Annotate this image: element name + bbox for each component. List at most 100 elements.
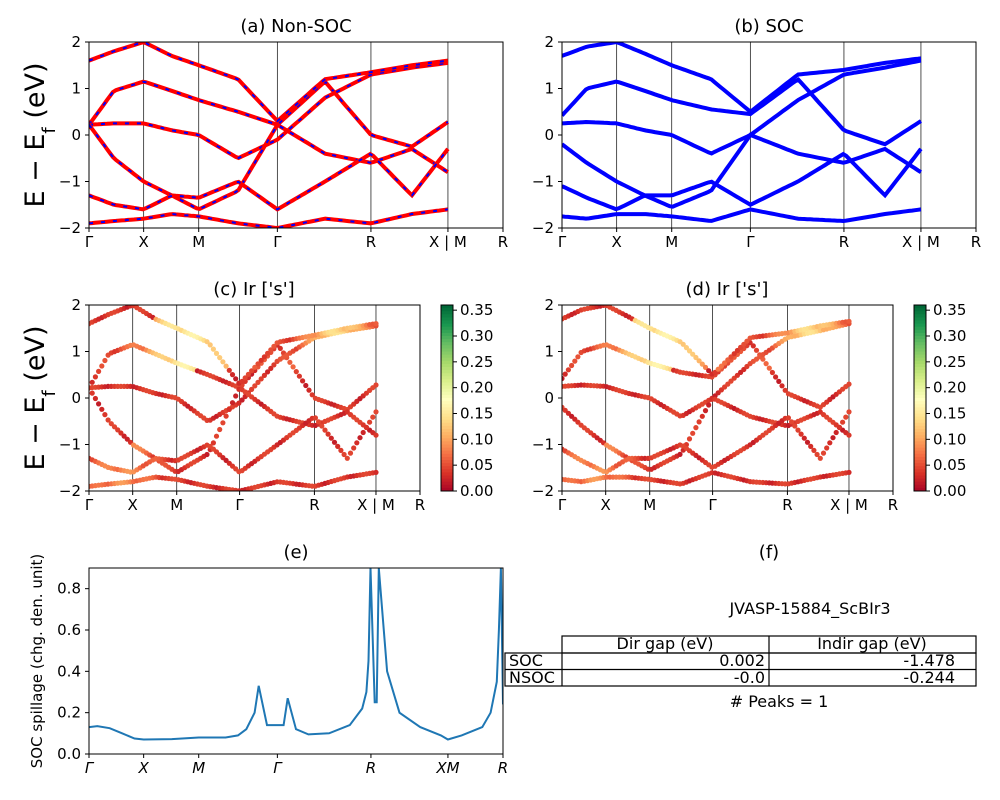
band-line-dash	[89, 80, 449, 148]
band-point	[824, 445, 830, 451]
y-tick-label: −1	[59, 173, 81, 191]
band-point	[702, 408, 709, 414]
band-point	[220, 420, 226, 426]
x-tick-label: M	[192, 233, 205, 251]
band-point	[102, 357, 108, 364]
band-point	[846, 409, 852, 415]
y-tick-label: −2	[59, 482, 81, 500]
band-point	[811, 447, 817, 453]
colorbar-segment	[441, 450, 453, 455]
x-tick-label: X | M	[429, 233, 467, 251]
x-tick-label: X	[612, 233, 622, 251]
table-caption: JVASP-15884_ScBIr3	[728, 599, 890, 619]
band-point	[712, 369, 718, 375]
colorbar-segment	[441, 438, 453, 442]
band-point	[245, 371, 251, 377]
colorbar-segment	[914, 484, 926, 489]
x-tick-label: Γ	[746, 233, 755, 251]
x-tick-label: R	[366, 759, 376, 777]
panel-b-frame	[561, 41, 977, 229]
colorbar-segment	[914, 308, 926, 312]
colorbar-segment	[441, 429, 453, 433]
band-point	[118, 430, 124, 436]
colorbar-tick-label: 0.20	[933, 379, 966, 397]
band-point	[252, 383, 258, 389]
table-row-nsoc-label: NSOC	[509, 668, 555, 687]
table-row-soc-indir: -1.478	[903, 651, 955, 670]
colorbar-segment	[441, 354, 453, 359]
colorbar-tick-label: 0.35	[933, 301, 966, 319]
y-tick-label: 0	[544, 389, 554, 407]
y-tick-label: 2	[544, 296, 554, 314]
table-row-nsoc-dir: -0.0	[734, 668, 765, 687]
band-point	[239, 397, 245, 403]
colorbar-segment	[441, 339, 453, 343]
x-tick-label: Γ	[85, 233, 94, 251]
band-point	[108, 421, 114, 427]
band-point	[296, 373, 302, 379]
x-tick-label: X	[138, 759, 150, 777]
colorbar-segment	[914, 416, 926, 421]
band-point	[92, 395, 98, 402]
y-tick-label: 0.8	[57, 580, 81, 598]
band-point	[303, 382, 309, 389]
colorbar-segment	[914, 460, 926, 464]
band-point	[367, 419, 373, 425]
colorbar-tick-label: 0.00	[460, 482, 493, 500]
table-row-soc-dir: 0.002	[719, 651, 765, 670]
band-point	[293, 369, 299, 375]
colorbar-segment	[914, 348, 926, 352]
y-tick-label: 0.0	[57, 745, 81, 763]
x-tick-label: X | M	[902, 233, 940, 251]
x-tick-label: X | M	[830, 496, 868, 514]
band-point	[801, 435, 807, 441]
band-point	[89, 385, 92, 391]
band-point	[271, 362, 277, 368]
band-line-soc	[562, 58, 922, 156]
band-point	[565, 367, 572, 373]
colorbar-segment	[914, 435, 926, 439]
band-point	[102, 412, 108, 418]
band-point	[820, 450, 827, 456]
colorbar-tick-label: 0.05	[933, 456, 966, 474]
band-point	[846, 469, 852, 475]
band-point	[99, 406, 105, 412]
panel-c-colorbar: 0.35 0.30 0.25 0.20 0.15 0.10 0.05 0.00	[440, 301, 493, 500]
colorbar-segment	[441, 385, 453, 390]
colorbar-segment	[441, 487, 453, 492]
band-point	[763, 361, 769, 367]
band-point	[686, 348, 693, 354]
band-point	[204, 339, 210, 345]
colorbar-segment	[914, 419, 926, 424]
band-point	[677, 451, 683, 457]
band-point	[769, 369, 776, 376]
band-point	[226, 406, 232, 412]
y-tick-label: −2	[532, 482, 554, 500]
colorbar-segment	[914, 320, 926, 325]
x-tick-label: M	[665, 233, 678, 251]
colorbar-segment	[441, 453, 453, 458]
x-tick-label: R	[415, 496, 425, 514]
x-tick-label: X	[601, 496, 611, 514]
x-tick-label: Γ	[558, 233, 567, 251]
colorbar-segment	[914, 373, 926, 377]
colorbar-frame	[913, 304, 927, 492]
x-tick-label: Γ	[708, 496, 717, 514]
band-point	[325, 431, 331, 437]
band-point	[728, 354, 734, 360]
colorbar-segment	[914, 345, 926, 349]
band-point	[111, 424, 118, 430]
colorbar-segment	[914, 469, 926, 473]
band-point	[312, 415, 318, 421]
colorbar-tick-label: 0.10	[933, 430, 966, 448]
band-point	[782, 387, 788, 393]
colorbar-segment	[441, 348, 453, 352]
colorbar-segment	[914, 453, 926, 458]
colorbar-segment	[441, 357, 453, 362]
x-tick-label: M	[170, 496, 183, 514]
colorbar-segment	[441, 308, 453, 312]
colorbar-tick-label: 0.35	[460, 301, 493, 319]
band-point	[706, 402, 712, 408]
colorbar-segment	[441, 463, 453, 467]
band-point	[226, 367, 232, 373]
